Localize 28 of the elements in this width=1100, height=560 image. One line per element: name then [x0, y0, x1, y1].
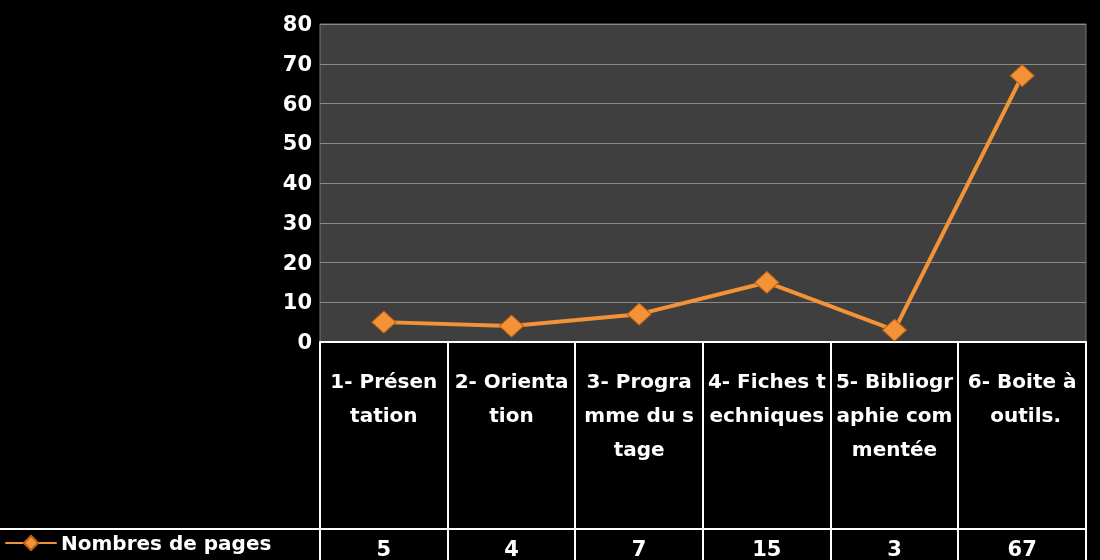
data-label: 67 [1007, 537, 1037, 560]
x-tick-label: 2- Orientation [454, 369, 569, 427]
point [371, 310, 397, 334]
x-tick-label: 6- Boite à outils. [967, 369, 1077, 427]
data-label: 15 [752, 537, 782, 560]
data-label: 7 [631, 537, 647, 560]
legend-label: Nombres de pages [61, 531, 272, 555]
y-tick-label: 40 [282, 171, 312, 195]
data-label: 5 [376, 537, 392, 560]
y-tick-label: 0 [297, 330, 312, 354]
point [626, 302, 652, 326]
y-tick-label: 30 [282, 210, 312, 235]
y-tick-label: 50 [282, 131, 312, 156]
x-tick-label: 5- Bibliographie commentée [835, 369, 954, 461]
y-tick-label: 60 [282, 91, 312, 116]
data-label: 3 [887, 537, 902, 560]
x-tick-label: 3- Programme du stage [584, 369, 694, 461]
y-tick-label: 80 [282, 12, 312, 36]
point [499, 314, 524, 338]
point [754, 270, 780, 294]
y-tick-label: 10 [282, 290, 312, 315]
point [882, 318, 907, 342]
data-label: 4 [504, 537, 519, 560]
point [1009, 64, 1035, 88]
y-tick-label: 70 [282, 51, 312, 76]
x-tick-label: 4- Fiches techniques [707, 369, 827, 427]
x-tick-label: 1- Présentation [330, 369, 438, 427]
y-tick-label: 20 [282, 250, 312, 275]
